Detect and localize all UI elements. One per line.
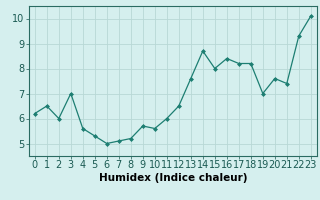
X-axis label: Humidex (Indice chaleur): Humidex (Indice chaleur) (99, 173, 247, 183)
